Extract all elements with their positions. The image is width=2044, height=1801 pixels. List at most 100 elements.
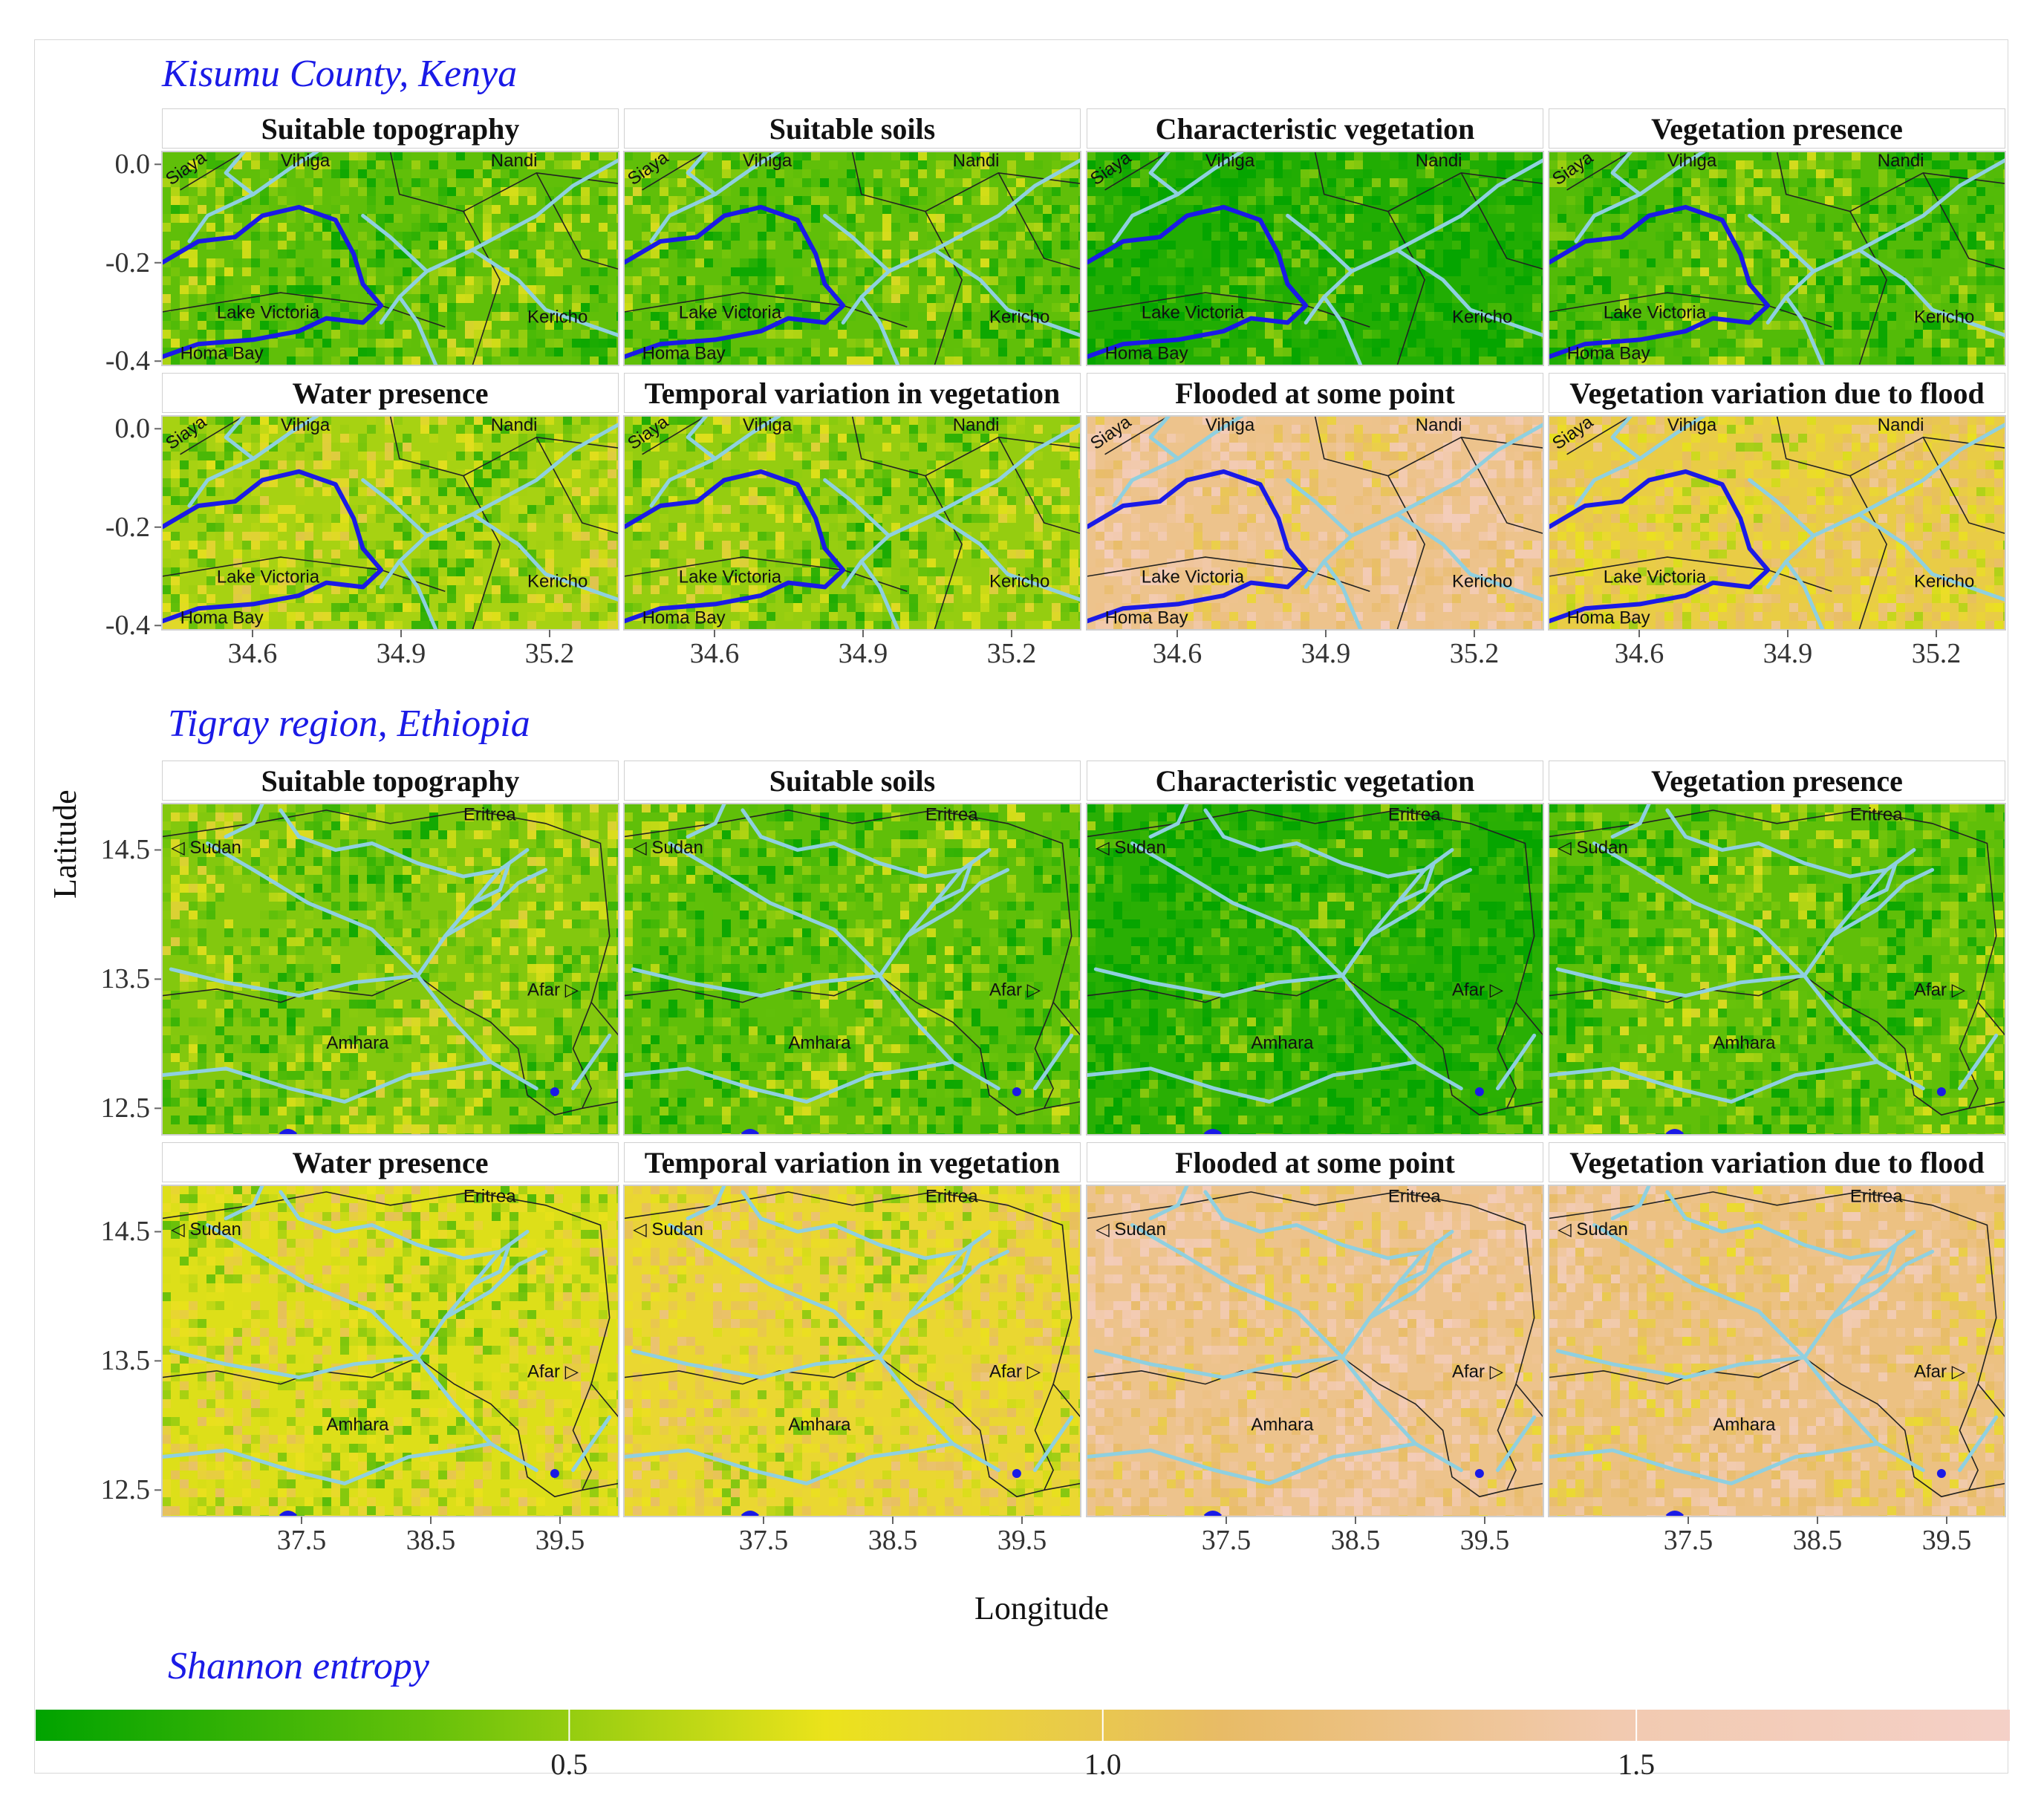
map-label: Homa Bay [1105, 343, 1188, 363]
x-tick-label: 34.9 [376, 638, 426, 669]
map-label: Lake Victoria [1142, 567, 1245, 587]
y-tick-label: 13.5 [100, 1345, 151, 1377]
map-label: Amhara [1251, 1033, 1314, 1053]
panel-title: Suitable soils [624, 108, 1081, 149]
map-label: Vihiga [281, 415, 331, 435]
map-label: ◁ Sudan [633, 838, 703, 858]
map-panel: ◁ Sudan Eritrea Afar ▷ Amhara [161, 1185, 619, 1517]
map-label: Kericho [527, 307, 588, 327]
map-label: ◁ Sudan [171, 838, 241, 858]
map-label: Eritrea [1388, 1186, 1441, 1206]
map-label: Lake Victoria [679, 303, 782, 323]
map-label: Afar ▷ [1914, 1362, 1966, 1382]
map-label: Afar ▷ [1452, 980, 1504, 1000]
map-label: Kericho [1452, 307, 1512, 327]
x-tick-label: 34.6 [1152, 638, 1202, 669]
map-label: Nandi [1878, 415, 1924, 435]
map-label: Kericho [1452, 571, 1512, 591]
map-label: Afar ▷ [1914, 980, 1966, 1000]
map-label: Lake Victoria [679, 567, 782, 587]
x-tick-label: 38.5 [406, 1525, 456, 1556]
map-label: Homa Bay [1105, 608, 1188, 628]
x-tick-label: 35.2 [986, 638, 1037, 669]
x-tick-label: 38.5 [1792, 1525, 1843, 1556]
map-label: Homa Bay [1567, 343, 1650, 363]
x-tick-label: 35.2 [1449, 638, 1500, 669]
map-panel: ◁ Sudan Eritrea Afar ▷ Amhara [1086, 1185, 1544, 1517]
map-label: Nandi [491, 415, 538, 435]
map-panel: ◁ Sudan Eritrea Afar ▷ Amhara [623, 803, 1081, 1136]
x-tick-label: 37.5 [1663, 1525, 1713, 1556]
panel-title: Characteristic vegetation [1087, 108, 1543, 149]
panel-title: Characteristic vegetation [1087, 761, 1543, 801]
map-label: Amhara [1713, 1415, 1776, 1435]
panel-title: Water presence [162, 373, 619, 413]
panel-title: Temporal variation in vegetation [624, 1142, 1081, 1182]
x-tick-label: 34.9 [1301, 638, 1351, 669]
map-label: Afar ▷ [527, 980, 579, 1000]
map-label: ◁ Sudan [1096, 1219, 1166, 1240]
map-label: Nandi [1416, 151, 1462, 171]
map-label: Vihiga [743, 151, 792, 171]
map-label: Vihiga [743, 415, 792, 435]
map-label: ◁ Sudan [171, 1219, 241, 1240]
map-label: Vihiga [281, 151, 331, 171]
x-tick-label: 38.5 [868, 1525, 918, 1556]
panel-title: Flooded at some point [1087, 1142, 1543, 1182]
map-label: Homa Bay [180, 608, 264, 628]
x-tick-label: 35.2 [524, 638, 575, 669]
map-panel: ◁ Sudan Eritrea Afar ▷ Amhara [161, 803, 619, 1136]
y-tick-label: 12.5 [100, 1474, 151, 1506]
panel-title: Vegetation presence [1549, 108, 2005, 149]
panel-title: Vegetation variation due to flood [1549, 1142, 2005, 1182]
map-label: Kericho [989, 571, 1049, 591]
map-label: Lake Victoria [1604, 567, 1707, 587]
colorbar-tick-label: 1.5 [1618, 1748, 1656, 1781]
x-tick-label: 39.5 [1921, 1525, 1972, 1556]
map-label: Vihiga [1205, 415, 1255, 435]
x-tick-label: 34.9 [838, 638, 888, 669]
x-tick-label: 34.6 [689, 638, 740, 669]
y-tick-label: 0.0 [114, 413, 151, 445]
map-label: Eritrea [1850, 804, 1903, 824]
map-label: Amhara [1713, 1033, 1776, 1053]
y-tick-label: -0.2 [105, 247, 150, 279]
map-label: Kericho [1914, 571, 1974, 591]
x-axis-label: Longitude [974, 1590, 1109, 1626]
y-tick-label: 0.0 [114, 149, 151, 180]
map-label: Homa Bay [180, 343, 264, 363]
map-label: Kericho [989, 307, 1049, 327]
x-tick-label: 37.5 [738, 1525, 789, 1556]
x-tick-label: 39.5 [997, 1525, 1047, 1556]
x-tick-label: 35.2 [1911, 638, 1962, 669]
map-label: Kericho [527, 571, 588, 591]
x-tick-label: 38.5 [1330, 1525, 1381, 1556]
y-tick-label: 12.5 [100, 1092, 151, 1124]
map-label: Afar ▷ [989, 980, 1041, 1000]
map-label: Afar ▷ [527, 1362, 579, 1382]
panel-title: Suitable topography [162, 108, 619, 149]
y-tick-label: 14.5 [100, 834, 151, 866]
region-title: Kisumu County, Kenya [162, 53, 518, 95]
map-panel: ◁ Sudan Eritrea Afar ▷ Amhara [1086, 803, 1544, 1136]
map-label: Homa Bay [642, 343, 726, 363]
panel-title: Suitable soils [624, 761, 1081, 801]
map-label: Lake Victoria [1142, 303, 1245, 323]
colorbar-tick-label: 1.0 [1084, 1748, 1122, 1781]
map-panel: ◁ Sudan Eritrea Afar ▷ Amhara [1548, 1185, 2006, 1517]
map-label: Eritrea [463, 1186, 516, 1206]
y-tick-label: 13.5 [100, 963, 151, 995]
map-label: Lake Victoria [1604, 303, 1707, 323]
panel-title: Temporal variation in vegetation [624, 373, 1081, 413]
map-label: Nandi [953, 415, 1000, 435]
x-tick-label: 39.5 [1459, 1525, 1510, 1556]
y-tick-label: 14.5 [100, 1216, 151, 1248]
map-panel: ◁ Sudan Eritrea Afar ▷ Amhara [1548, 803, 2006, 1136]
